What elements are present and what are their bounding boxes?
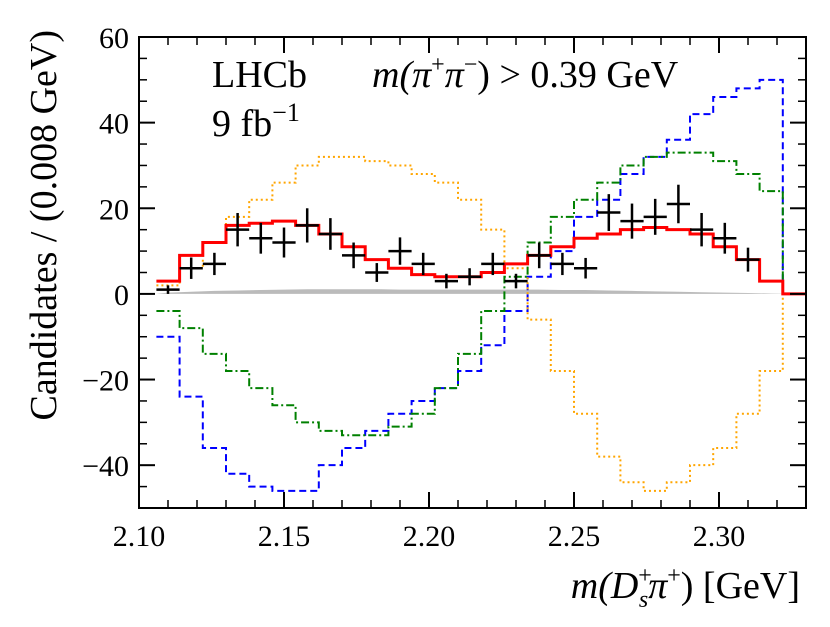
data-point [666, 184, 690, 224]
luminosity-label: 9 fb−1 [212, 98, 300, 145]
axis-layer: 2.10 2.15 2.20 2.25 2.30 −40 −20 0 20 40 60 [82, 22, 807, 553]
y-tick-label: 20 [99, 193, 129, 226]
data-point [458, 268, 482, 286]
data-point [713, 222, 737, 254]
selection-label: m(π+π−) > 0.39 GeV [372, 52, 679, 96]
x-label-sub: s [639, 587, 648, 613]
x-tick-label: 2.30 [693, 520, 746, 553]
data-point [272, 227, 296, 258]
series-line-interference-component-b [156, 155, 806, 492]
x-tick-label: 2.10 [113, 520, 166, 553]
data-point [434, 273, 458, 289]
selection-var: m [372, 54, 399, 96]
experiment-label: LHCb [212, 54, 307, 96]
data-point [736, 247, 760, 272]
data-point [156, 285, 180, 294]
y-axis-label: Candidates / (0.008 GeV) [23, 30, 65, 420]
background-band [156, 289, 806, 294]
data-point [690, 212, 714, 247]
data-point [574, 257, 598, 279]
data-point [179, 257, 203, 279]
data-point [295, 208, 319, 243]
plot-layer [156, 78, 806, 492]
data-point [481, 252, 505, 276]
y-tick-label: −20 [82, 365, 129, 398]
data-point [388, 237, 412, 265]
x-label-sup1: + [638, 563, 652, 589]
data-point [365, 263, 389, 282]
y-tick-label: 60 [99, 22, 129, 55]
x-label-close: ) [GeV] [681, 565, 800, 607]
luminosity-exponent: −1 [272, 98, 300, 127]
x-tick-label: 2.20 [403, 520, 456, 553]
x-label-var: m [571, 565, 598, 607]
selection-cut: > 0.39 GeV [490, 54, 679, 96]
x-label-sup2: + [667, 563, 681, 589]
selection-pi: (π [399, 54, 432, 96]
x-tick-label: 2.15 [258, 520, 311, 553]
data-point [550, 252, 574, 276]
data-point [202, 252, 226, 276]
x-axis-label: m(D+ sπ+) [GeV] [571, 563, 800, 613]
selection-plus: + [431, 52, 445, 78]
x-label-d: (D [598, 565, 638, 607]
y-tick-label: 40 [99, 108, 129, 141]
y-tick-label: 0 [114, 279, 129, 312]
data-point [342, 242, 366, 269]
x-label-pi: π [648, 565, 668, 607]
series-line-interference-component-c [156, 151, 806, 437]
selection-minus: − [464, 52, 478, 78]
y-tick-label: −40 [82, 450, 129, 483]
data-point [597, 194, 621, 231]
data-point [249, 222, 273, 254]
selection-pi2: π [445, 54, 465, 96]
x-tick-label: 2.25 [548, 520, 601, 553]
data-point [226, 212, 250, 247]
data-point [527, 242, 551, 269]
luminosity-value: 9 fb [212, 103, 272, 145]
series-line-total-fit [156, 219, 806, 296]
series-line-interference-component-a [156, 78, 806, 492]
data-point [411, 252, 435, 276]
data-point [504, 273, 528, 289]
data-point [643, 198, 667, 235]
selection-close: ) [477, 54, 490, 96]
data-point [318, 218, 342, 250]
data-point [620, 203, 644, 239]
